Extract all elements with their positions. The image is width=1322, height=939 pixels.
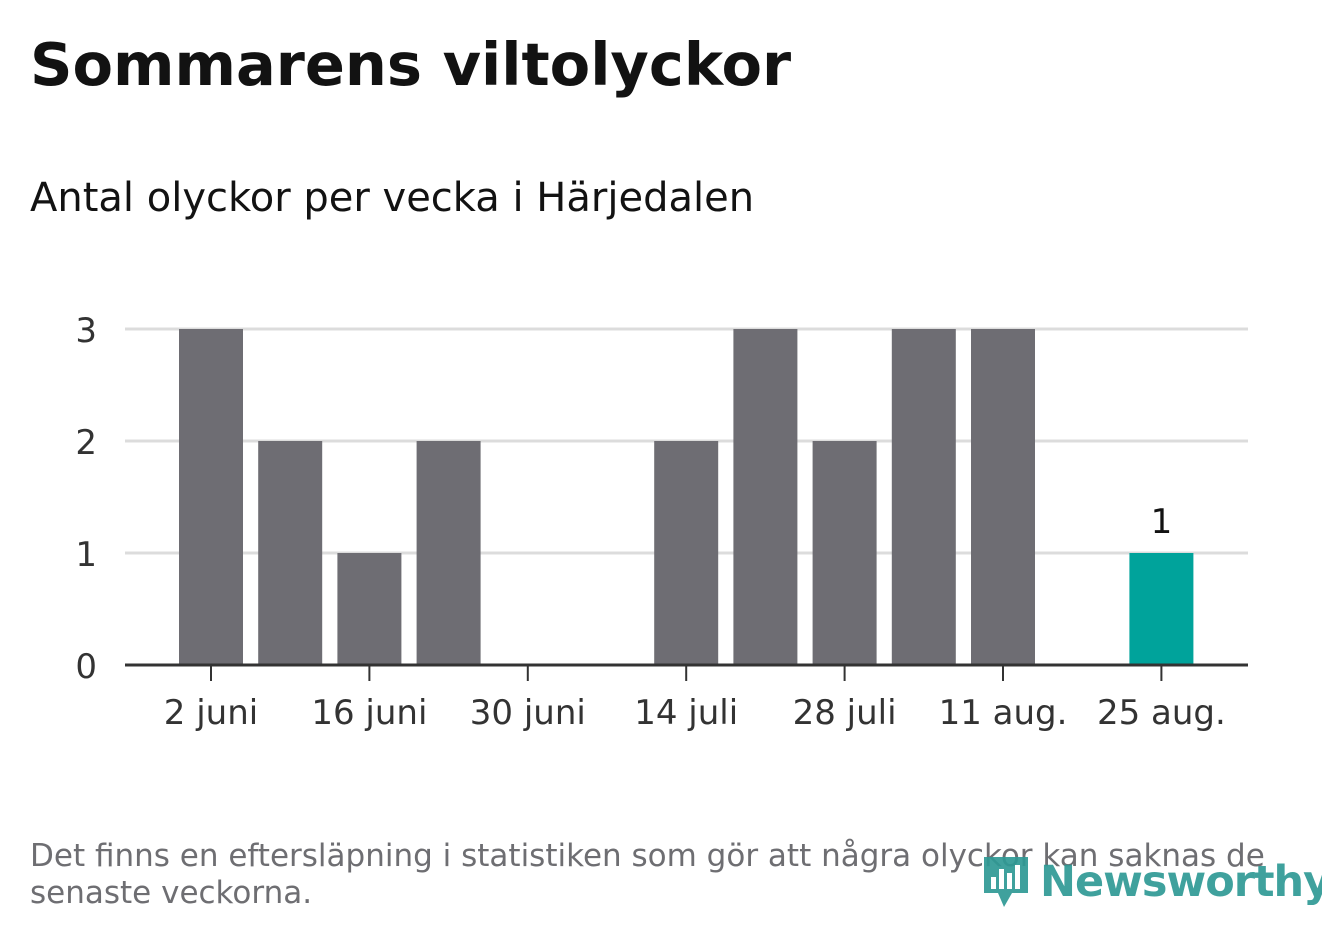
chart-title: Sommarens viltolyckor <box>30 30 792 99</box>
x-tick-label: 2 juni <box>164 693 258 733</box>
x-tick-label: 28 juli <box>793 693 897 733</box>
bar <box>812 441 877 665</box>
bar <box>654 441 719 665</box>
x-tick-label: 11 aug. <box>939 693 1068 733</box>
y-tick-label: 3 <box>75 311 97 351</box>
y-tick-label: 0 <box>75 647 97 687</box>
y-tick-label: 2 <box>75 423 97 463</box>
x-tick-label: 30 juni <box>470 693 586 733</box>
logo-text: Newsworthy <box>1040 857 1322 907</box>
newsworthy-logo[interactable]: Newsworthy <box>980 852 1322 912</box>
x-tick-label: 14 juli <box>634 693 738 733</box>
bar <box>258 441 323 665</box>
data-label: 1 <box>1151 502 1173 542</box>
x-tick-label: 25 aug. <box>1097 693 1226 733</box>
bar <box>179 329 243 665</box>
bar <box>1129 553 1194 665</box>
bar <box>891 329 956 665</box>
bar-chart: 0 1 2 3 1 2 juni 16 juni 30 juni 14 juli 28 juli 1… <box>75 311 1248 733</box>
bar <box>733 329 798 665</box>
bar <box>337 553 402 665</box>
bar <box>416 441 481 665</box>
footnote: Det finns en eftersläpning i statistiken… <box>30 838 1265 911</box>
y-tick-label: 1 <box>75 535 97 575</box>
bar <box>971 329 1035 665</box>
x-tick-label: 16 juni <box>311 693 427 733</box>
chart-subtitle: Antal olyckor per vecka i Härjedalen <box>30 175 755 221</box>
bar-chart-badge-icon <box>984 857 1028 907</box>
